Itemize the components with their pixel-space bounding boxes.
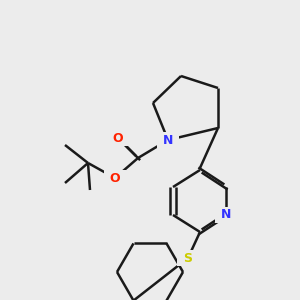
FancyBboxPatch shape (215, 207, 237, 224)
FancyBboxPatch shape (107, 130, 129, 146)
Text: O: O (110, 172, 120, 184)
Text: O: O (113, 131, 123, 145)
Text: N: N (163, 134, 173, 146)
FancyBboxPatch shape (104, 169, 126, 186)
FancyBboxPatch shape (157, 132, 179, 148)
FancyBboxPatch shape (177, 250, 199, 266)
Text: N: N (221, 208, 231, 221)
Text: S: S (184, 251, 193, 265)
